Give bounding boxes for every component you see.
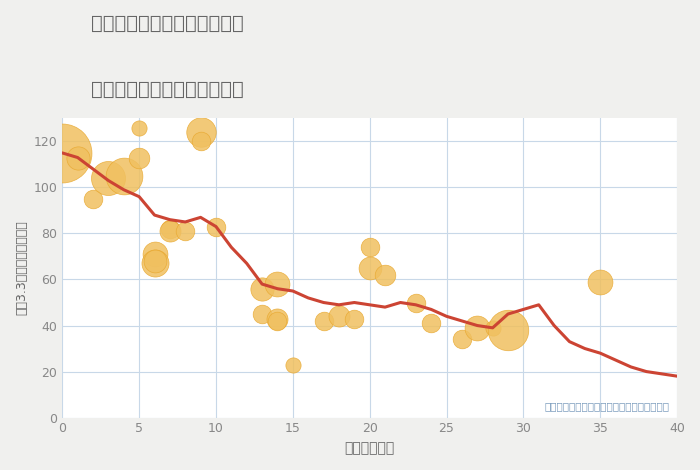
Point xyxy=(594,278,606,286)
Point xyxy=(503,326,514,334)
Point xyxy=(211,223,222,230)
Point xyxy=(272,280,283,288)
Point xyxy=(195,138,206,145)
Point xyxy=(134,154,145,161)
Text: 築年数別中古マンション価格: 築年数別中古マンション価格 xyxy=(91,80,244,99)
Point xyxy=(88,195,99,203)
Point xyxy=(410,299,421,306)
Point xyxy=(456,336,468,343)
Point xyxy=(57,149,68,157)
Text: 円の大きさは、取引のあった物件面積を示す: 円の大きさは、取引のあった物件面積を示す xyxy=(545,401,669,411)
Point xyxy=(72,154,83,161)
Point xyxy=(487,324,498,332)
Y-axis label: 坪（3.3㎡）単価（万円）: 坪（3.3㎡）単価（万円） xyxy=(15,220,28,315)
Point xyxy=(195,128,206,136)
Point xyxy=(272,317,283,325)
Text: 愛知県稲沢市祖父江町中牧の: 愛知県稲沢市祖父江町中牧の xyxy=(91,14,244,33)
Point xyxy=(272,315,283,322)
Point xyxy=(426,320,437,327)
Point xyxy=(149,258,160,265)
Point xyxy=(364,264,375,272)
Point xyxy=(318,317,329,325)
Point xyxy=(103,174,114,182)
Point xyxy=(364,243,375,251)
Point xyxy=(349,315,360,322)
Point xyxy=(256,285,267,292)
Point xyxy=(164,227,176,235)
Point xyxy=(256,310,267,318)
Point xyxy=(164,225,176,233)
Point xyxy=(180,227,191,235)
X-axis label: 築年数（年）: 築年数（年） xyxy=(344,441,395,455)
Point xyxy=(118,172,130,180)
Point xyxy=(333,313,344,320)
Point xyxy=(149,251,160,258)
Point xyxy=(472,324,483,332)
Point xyxy=(379,271,391,279)
Point xyxy=(134,124,145,132)
Point xyxy=(287,361,298,368)
Point xyxy=(149,259,160,267)
